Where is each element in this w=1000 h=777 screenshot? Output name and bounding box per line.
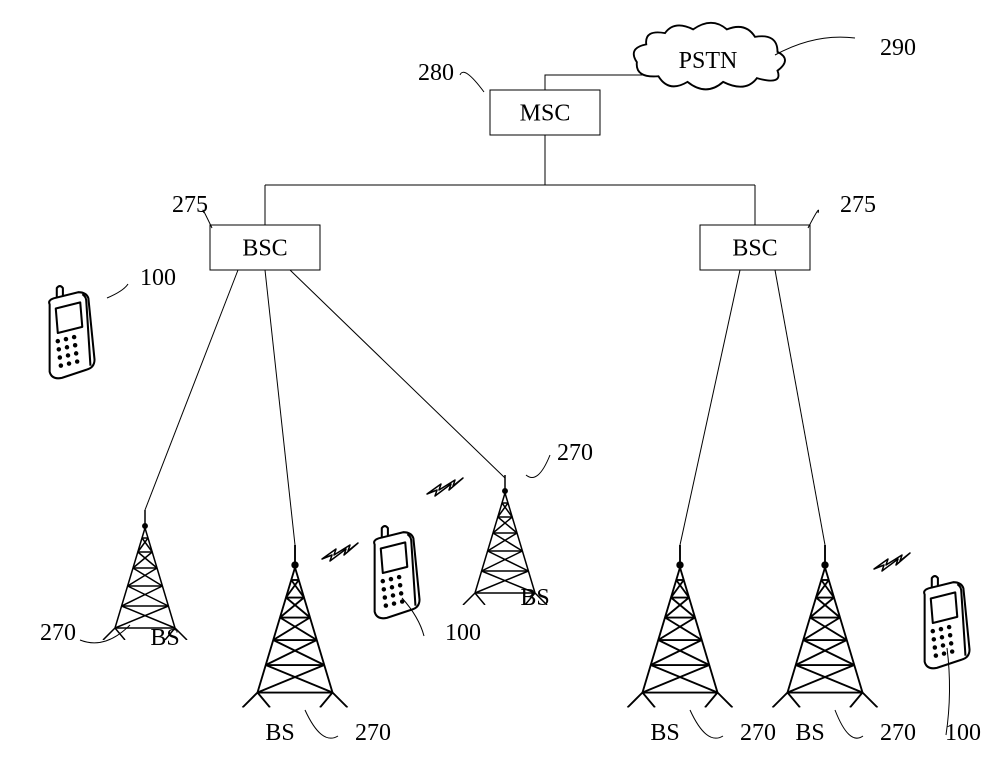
bsc2-ref: 275	[840, 192, 876, 218]
pstn-label: PSTN	[679, 48, 738, 74]
phone3-icon	[924, 576, 969, 668]
phone2-ref: 100	[445, 620, 481, 646]
bsc1-ref: 275	[172, 192, 208, 218]
bs5-ref: 270	[880, 720, 916, 746]
bs2-label: BS	[265, 720, 294, 746]
msc-ref: 280	[418, 60, 454, 86]
bs1-ref: 270	[40, 620, 76, 646]
bsc1-label: BSC	[242, 236, 287, 262]
phone3-ref: 100	[945, 720, 981, 746]
msc-label: MSC	[520, 101, 571, 127]
bs2-ref: 270	[355, 720, 391, 746]
bs4-label: BS	[650, 720, 679, 746]
phone2-icon	[374, 526, 419, 618]
bs3-ref: 270	[557, 440, 593, 466]
bs1-label: BS	[150, 625, 179, 651]
bs4-ref: 270	[740, 720, 776, 746]
phone1-ref: 100	[140, 265, 176, 291]
bs5-label: BS	[795, 720, 824, 746]
phone1-icon	[49, 286, 94, 378]
pstn-ref: 290	[880, 35, 916, 61]
bsc2-label: BSC	[732, 236, 777, 262]
network-diagram: PSTN 290 MSC 280 BSC 275 BSC 275 BS 270 BS 270 BS 270…	[0, 0, 1000, 777]
bs3-label: BS	[520, 585, 549, 611]
